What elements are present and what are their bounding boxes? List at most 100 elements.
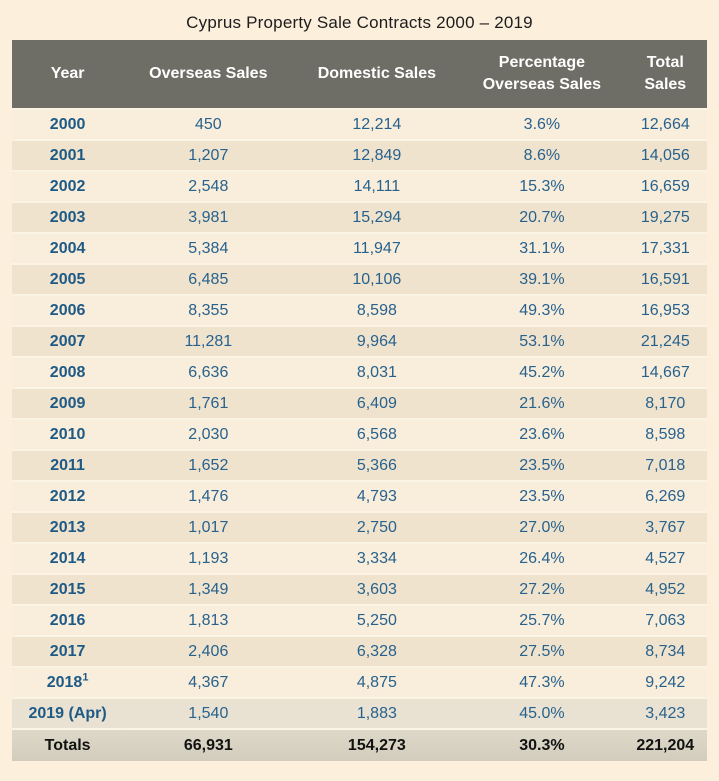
percentage-cell: 15.3% [460,171,624,203]
domestic-cell: 4,793 [293,481,461,513]
year-label: 2010 [49,425,86,443]
year-label: 2011 [50,456,85,474]
year-label: 2015 [49,580,86,598]
table-row: 2000 450 12,214 3.6% 12,664 [12,109,707,141]
overseas-cell: 2,406 [123,636,294,668]
percentage-cell: 45.2% [460,357,624,389]
domestic-cell: 3,334 [293,543,461,575]
overseas-cell: 1,349 [123,574,294,606]
year-cell: 2000 [12,109,124,141]
table-row: 2009 1,761 6,409 21.6% 8,170 [12,388,707,420]
footnote-marker: 1 [82,671,89,684]
table-header: Year Overseas Sales Domestic Sales Perce… [12,40,707,110]
domestic-cell: 10,106 [293,264,461,296]
domestic-cell: 14,111 [293,171,461,203]
year-label: 2005 [49,270,86,288]
year-label: 2000 [49,115,86,133]
domestic-cell: 12,214 [293,109,461,141]
percentage-cell: 23.6% [460,419,624,451]
domestic-cell: 4,875 [293,667,461,699]
table-row: 2005 6,485 10,106 39.1% 16,591 [12,264,707,296]
totals-total-cell: 221,204 [623,729,707,761]
total-cell: 19,275 [623,202,707,234]
table-row: 2015 1,349 3,603 27.2% 4,952 [12,574,707,606]
year-label: 2014 [49,549,86,567]
percentage-cell: 25.7% [460,605,624,637]
table-header-row: Year Overseas Sales Domestic Sales Perce… [12,40,707,110]
col-header-total-sales: Total Sales [623,40,707,110]
overseas-cell: 1,017 [123,512,294,544]
table-row: 2006 8,355 8,598 49.3% 16,953 [12,295,707,327]
total-cell: 6,269 [623,481,707,513]
totals-overseas-cell: 66,931 [123,729,294,761]
table-row: 2012 1,476 4,793 23.5% 6,269 [12,481,707,513]
percentage-cell: 3.6% [460,109,624,141]
year-label: 2018 [46,673,83,691]
percentage-cell: 26.4% [460,543,624,575]
domestic-cell: 8,598 [293,295,461,327]
percentage-cell: 20.7% [460,202,624,234]
year-cell: 2009 [12,388,124,420]
overseas-cell: 11,281 [123,326,294,358]
table-body: 2000 450 12,214 3.6% 12,664 2001 1,207 12,849 8.… [12,109,707,730]
domestic-cell: 6,409 [293,388,461,420]
col-header-label-line1: Percentage [498,54,586,71]
total-cell: 3,767 [623,512,707,544]
percentage-cell: 23.5% [460,450,624,482]
year-cell: 2017 [12,636,124,668]
year-cell: 2015 [12,574,124,606]
percentage-cell: 47.3% [460,667,624,699]
percentage-cell: 49.3% [460,295,624,327]
total-cell: 8,598 [623,419,707,451]
year-cell: 2004 [12,233,124,265]
col-header-domestic-sales: Domestic Sales [293,40,461,110]
year-cell: 2008 [12,357,124,389]
total-cell: 9,242 [623,667,707,699]
percentage-cell: 27.5% [460,636,624,668]
totals-row: Totals 66,931 154,273 30.3% 221,204 [12,729,707,761]
year-cell: 2006 [12,295,124,327]
total-cell: 21,245 [623,326,707,358]
domestic-cell: 5,250 [293,605,461,637]
table-row: 2004 5,384 11,947 31.1% 17,331 [12,233,707,265]
total-cell: 7,018 [623,450,707,482]
domestic-cell: 6,328 [293,636,461,668]
overseas-cell: 2,548 [123,171,294,203]
total-cell: 7,063 [623,605,707,637]
col-header-label-line2: Sales [644,76,687,93]
col-header-label: Year [50,65,85,82]
totals-label-cell: Totals [12,729,124,761]
totals-percentage-cell: 30.3% [460,729,624,761]
table-row: 20181 4,367 4,875 47.3% 9,242 [12,667,707,699]
percentage-cell: 53.1% [460,326,624,358]
year-cell: 2007 [12,326,124,358]
table-row: 2011 1,652 5,366 23.5% 7,018 [12,450,707,482]
table-row: 2008 6,636 8,031 45.2% 14,667 [12,357,707,389]
overseas-cell: 1,813 [123,605,294,637]
percentage-cell: 31.1% [460,233,624,265]
col-header-label-line1: Total [646,54,684,71]
overseas-cell: 4,367 [123,667,294,699]
total-cell: 8,734 [623,636,707,668]
domestic-cell: 6,568 [293,419,461,451]
table-row: 2007 11,281 9,964 53.1% 21,245 [12,326,707,358]
col-header-percentage-overseas-sales: Percentage Overseas Sales [460,40,624,110]
overseas-cell: 1,193 [123,543,294,575]
totals-domestic-cell: 154,273 [293,729,461,761]
overseas-cell: 450 [123,109,294,141]
year-cell: 2010 [12,419,124,451]
year-cell: 2019 (Apr) [12,698,124,730]
percentage-cell: 27.0% [460,512,624,544]
overseas-cell: 6,485 [123,264,294,296]
overseas-cell: 8,355 [123,295,294,327]
overseas-cell: 3,981 [123,202,294,234]
percentage-cell: 45.0% [460,698,624,730]
col-header-label: Domestic Sales [317,65,436,82]
table-row: 2014 1,193 3,334 26.4% 4,527 [12,543,707,575]
domestic-cell: 2,750 [293,512,461,544]
year-cell: 2003 [12,202,124,234]
total-cell: 14,667 [623,357,707,389]
total-cell: 4,527 [623,543,707,575]
year-label: 2016 [49,611,86,629]
domestic-cell: 3,603 [293,574,461,606]
